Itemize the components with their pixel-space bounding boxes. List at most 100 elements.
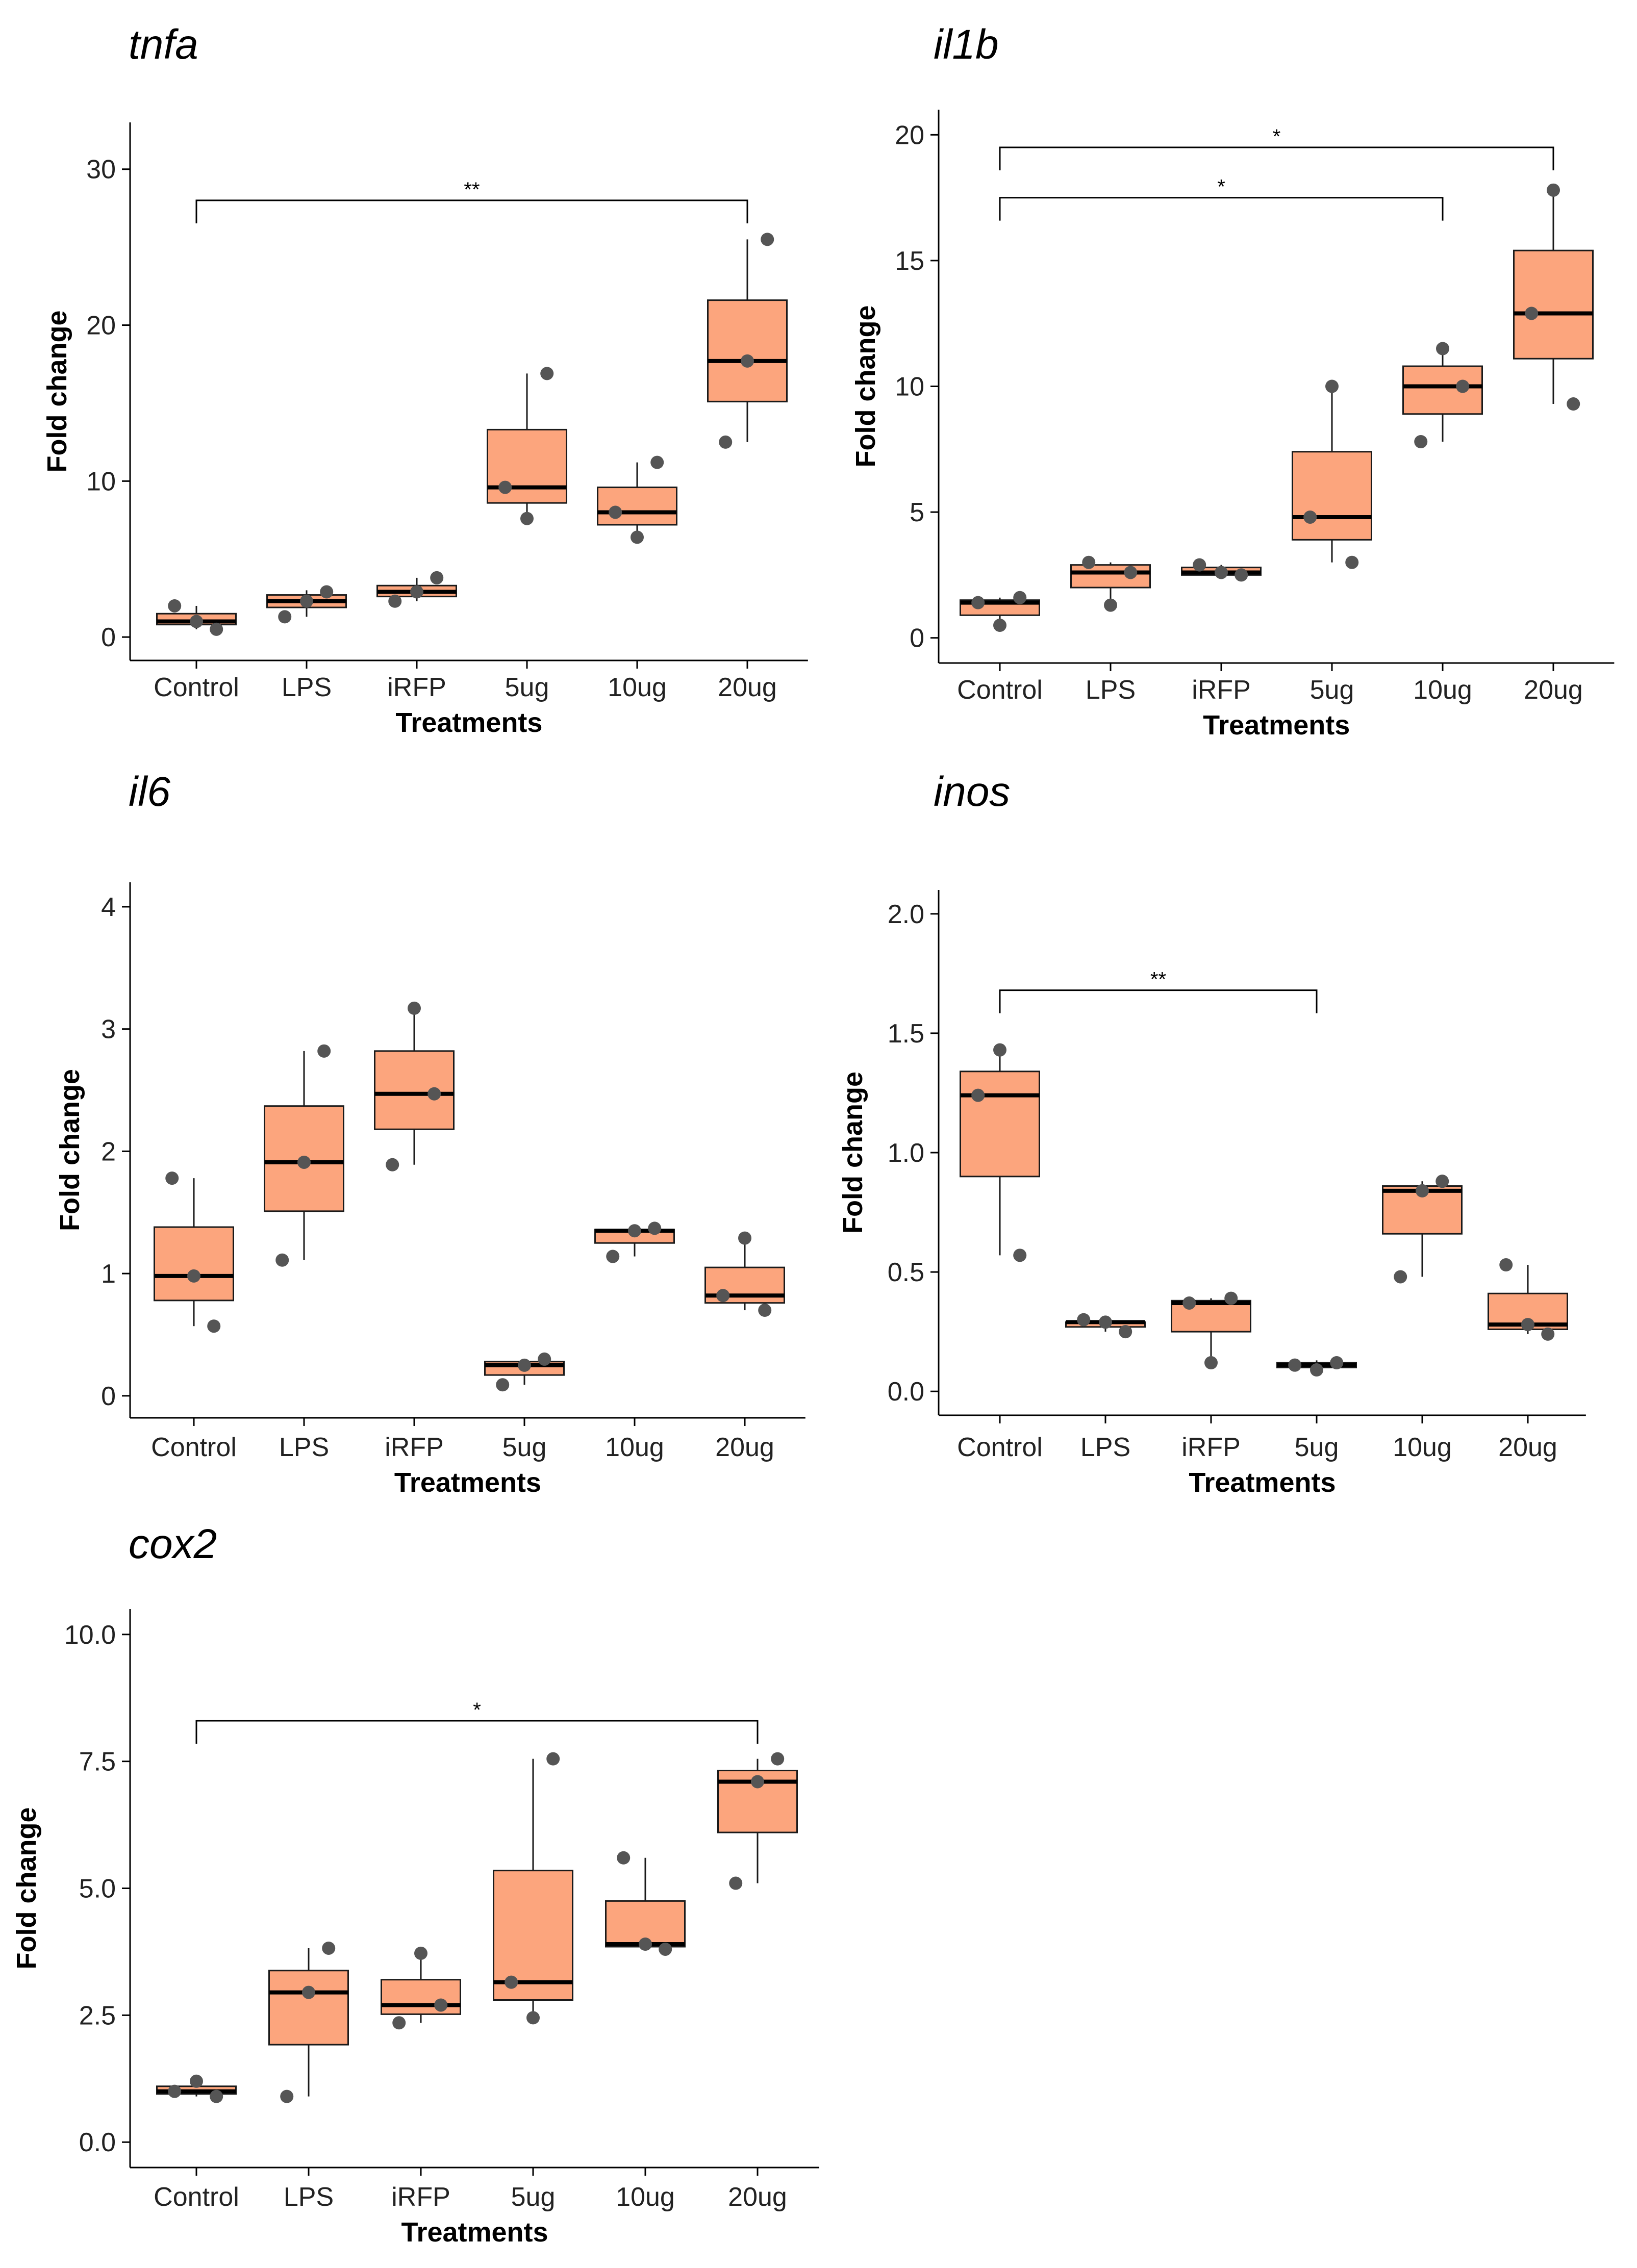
y-tick-label: 10 [895,372,924,402]
x-tick-label: LPS [1080,1433,1130,1462]
data-point [1567,397,1580,411]
x-axis-title: Treatments [394,1467,541,1498]
x-tick-label: 20ug [1524,675,1583,705]
data-point [414,1946,427,1960]
significance-label: * [473,1699,481,1721]
data-point [1082,555,1096,569]
data-point [317,1044,331,1058]
box-10ug [605,1857,686,1949]
box-5ug [1292,386,1372,563]
data-point [738,1231,751,1245]
data-point [1414,435,1428,448]
box-20ug [704,1238,785,1311]
data-point [609,505,622,519]
data-point [505,1975,518,1989]
chart-panel-inos: inos 0.0 0.5 1.0 1.5 2.0 Control LPS iRFP 5ug 10ug… [838,769,1586,1498]
data-point [1547,183,1560,197]
data-point [1077,1313,1091,1327]
data-point [1541,1327,1555,1341]
x-tick-label: 20ug [715,1433,774,1462]
y-tick-label: 15 [895,246,924,276]
data-point [1104,598,1117,612]
data-point [526,2011,540,2025]
data-point [659,1942,672,1956]
data-point [1204,1356,1218,1369]
data-point [617,1851,631,1865]
data-point [320,585,334,599]
data-point [971,596,985,609]
y-tick-label: 20 [86,311,116,341]
data-point [210,622,223,636]
data-point [971,1088,985,1102]
data-point [1013,591,1027,604]
data-point [1215,566,1228,579]
data-point [1119,1325,1132,1339]
box-iRFP [1171,1298,1251,1363]
x-tick-label: 5ug [1295,1433,1339,1462]
data-point [388,594,402,608]
box-iqr [707,299,788,402]
x-tick-label: Control [154,673,239,702]
box-10ug [1402,348,1483,442]
data-point [520,512,534,525]
x-tick-label: Control [151,1433,237,1462]
y-tick-label: 3 [101,1015,116,1044]
y-axis-title: Fold change [838,1072,868,1234]
y-tick-label: 2.5 [79,2001,116,2030]
box-LPS [264,1051,344,1260]
chart-title: inos [934,769,1010,815]
x-tick-label: LPS [1086,675,1136,705]
data-point [751,1775,764,1789]
box-iqr [1070,564,1151,589]
significance-label: ** [464,179,480,201]
data-point [719,435,733,449]
data-point [496,1378,510,1392]
x-tick-label: Control [957,1433,1043,1462]
data-point [1235,568,1248,582]
chart-panel-il6: il6 0 1 2 3 4 Control LPS iRFP 5ug 10ug 20ug Treatme… [55,769,805,1498]
data-point [1303,510,1317,524]
box-iqr [268,1970,349,2046]
x-tick-label: 10ug [1413,675,1472,705]
x-axis-title: Treatments [395,707,542,738]
significance-bracket [999,146,1554,170]
data-point [1124,566,1138,579]
x-tick-label: iRFP [391,2182,450,2212]
data-point [1330,1356,1344,1369]
data-point [207,1319,221,1333]
data-point [300,594,313,608]
data-point [297,1155,311,1169]
x-axis-title: Treatments [1189,1467,1336,1498]
box-LPS [1070,562,1151,605]
data-point [278,610,292,624]
y-tick-label: 20 [895,120,924,150]
data-point [168,599,182,613]
box-iRFP [374,1008,455,1165]
data-point [408,1001,421,1015]
x-tick-label: 5ug [1310,675,1354,705]
y-tick-label: 0.0 [888,1377,924,1407]
x-tick-label: 5ug [502,1433,547,1462]
data-point [165,1171,179,1185]
data-point [741,354,754,368]
x-tick-label: 20ug [718,673,777,702]
box-LPS [268,1948,349,2097]
box-iqr [154,1226,234,1302]
box-iqr [1292,451,1372,541]
box-20ug [1513,190,1594,404]
data-point [1310,1363,1323,1377]
box-iqr [1513,249,1594,360]
data-point [606,1250,620,1263]
y-axis-title: Fold change [55,1069,85,1231]
data-point [386,1158,399,1171]
box-iqr [597,487,677,526]
y-tick-label: 5 [910,498,924,527]
data-point [729,1876,743,1890]
x-tick-label: iRFP [385,1433,444,1462]
significance-label: * [1217,176,1225,198]
data-point [302,1985,315,1999]
box-5ug [493,1759,573,2018]
box-iqr [381,1979,461,2015]
y-tick-label: 0 [101,1382,116,1411]
data-point [1435,1175,1449,1188]
